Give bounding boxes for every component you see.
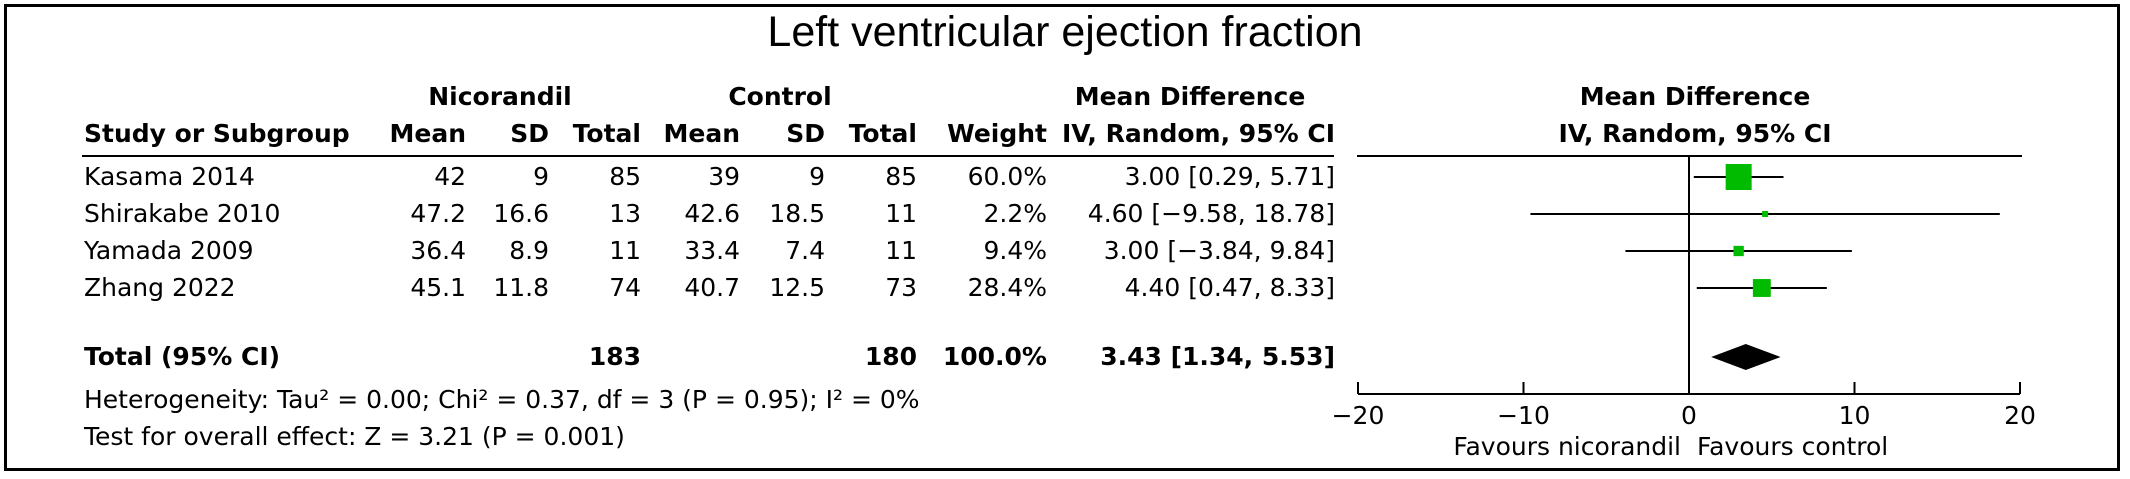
study-mean2: 42.6 — [684, 199, 740, 228]
x-tick-label: 20 — [2004, 401, 2036, 430]
study-md-ci: 3.00 [0.29, 5.71] — [1124, 162, 1335, 191]
plot-md-method-header: IV, Random, 95% CI — [1558, 119, 1832, 148]
study-sd1: 9 — [533, 162, 549, 191]
study-sd2: 18.5 — [769, 199, 825, 228]
x-tick-label: 0 — [1681, 401, 1697, 430]
x-tick-label: 10 — [1839, 401, 1871, 430]
study-name: Zhang 2022 — [84, 273, 236, 302]
header-rule — [82, 155, 1334, 157]
study-mean1: 45.1 — [410, 273, 466, 302]
study-sd1: 11.8 — [493, 273, 549, 302]
study-weight: 9.4% — [983, 236, 1047, 265]
chart-title: Left ventricular ejection fraction — [767, 8, 1363, 56]
sd1-col-header: SD — [510, 119, 549, 148]
total2-col-header: Total — [848, 119, 917, 148]
study-sd2: 7.4 — [785, 236, 825, 265]
study-sd2: 9 — [809, 162, 825, 191]
study-mean2: 33.4 — [684, 236, 740, 265]
total-md-ci: 3.43 [1.34, 5.53] — [1100, 342, 1335, 371]
study-name: Yamada 2009 — [84, 236, 254, 265]
weight-col-header: Weight — [947, 119, 1047, 148]
x-tick-label: −20 — [1332, 401, 1385, 430]
study-weight: 2.2% — [983, 199, 1047, 228]
group2-header: Control — [728, 82, 832, 111]
effect-marker — [1762, 211, 1769, 217]
favours-left-label: Favours nicorandil — [1453, 432, 1681, 461]
study-name: Shirakabe 2010 — [84, 199, 281, 228]
x-tick-label: −10 — [1497, 401, 1550, 430]
total-n1: 183 — [588, 342, 641, 371]
total-n2: 180 — [864, 342, 917, 371]
total-weight: 100.0% — [942, 342, 1047, 371]
total-label: Total (95% CI) — [84, 342, 281, 371]
study-total2: 11 — [885, 199, 917, 228]
pooled-diamond — [1711, 344, 1781, 370]
effect-marker — [1733, 245, 1744, 257]
favours-right-label: Favours control — [1697, 432, 1888, 461]
total1-col-header: Total — [572, 119, 641, 148]
study-mean1: 47.2 — [410, 199, 466, 228]
plot-md-header: Mean Difference — [1579, 82, 1811, 111]
md-header: Mean Difference — [1074, 82, 1306, 111]
study-mean2: 40.7 — [684, 273, 740, 302]
study-total1: 74 — [609, 273, 641, 302]
study-weight: 60.0% — [967, 162, 1047, 191]
study-total2: 11 — [885, 236, 917, 265]
study-total1: 85 — [609, 162, 641, 191]
study-name: Kasama 2014 — [84, 162, 255, 191]
study-weight: 28.4% — [967, 273, 1047, 302]
mean2-col-header: Mean — [663, 119, 740, 148]
study-md-ci: 3.00 [−3.84, 9.84] — [1103, 236, 1335, 265]
study-md-ci: 4.60 [−9.58, 18.78] — [1087, 199, 1335, 228]
study-total2: 85 — [885, 162, 917, 191]
figure-frame — [4, 4, 2120, 471]
study-mean1: 36.4 — [410, 236, 466, 265]
study-sd1: 8.9 — [509, 236, 549, 265]
study-md-ci: 4.40 [0.47, 8.33] — [1124, 273, 1335, 302]
mean1-col-header: Mean — [389, 119, 466, 148]
study-total1: 13 — [609, 199, 641, 228]
study-sd2: 12.5 — [769, 273, 825, 302]
effect-marker — [1725, 164, 1752, 190]
study-total1: 11 — [609, 236, 641, 265]
heterogeneity-text: Heterogeneity: Tau² = 0.00; Chi² = 0.37,… — [84, 385, 920, 414]
study-sd1: 16.6 — [493, 199, 549, 228]
sd2-col-header: SD — [786, 119, 825, 148]
study-mean2: 39 — [708, 162, 740, 191]
study-total2: 73 — [885, 273, 917, 302]
group1-header: Nicorandil — [428, 82, 572, 111]
overall-effect-text: Test for overall effect: Z = 3.21 (P = 0… — [84, 422, 625, 451]
study-mean1: 42 — [434, 162, 466, 191]
md-method-header: IV, Random, 95% CI — [1061, 119, 1335, 148]
study-col-header: Study or Subgroup — [84, 119, 350, 148]
effect-marker — [1752, 279, 1771, 297]
